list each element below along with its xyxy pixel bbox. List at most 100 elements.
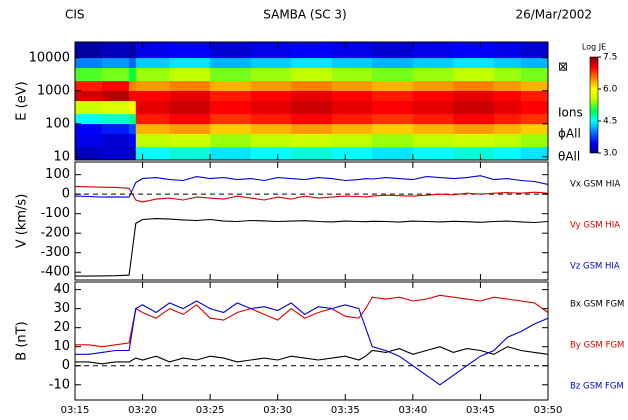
heatmap-cell (169, 100, 211, 115)
heatmap-cell (135, 67, 170, 82)
y-tick-label: 0 (62, 187, 70, 202)
y-tick-label: 10000 (29, 50, 70, 65)
heatmap-cell (291, 57, 333, 68)
heatmap-cell (372, 133, 414, 148)
heatmap-cell (75, 113, 103, 125)
heatmap-cell (493, 146, 522, 161)
heatmap-cell (291, 80, 333, 92)
colorbar-tick-label: 6.0 (603, 85, 618, 95)
heatmap-cell (453, 146, 495, 161)
heatmap-cell (169, 57, 211, 68)
heatmap-cell (331, 42, 373, 59)
heatmap-cell (372, 90, 414, 102)
heatmap-cell (520, 67, 549, 82)
heatmap-cell (75, 133, 103, 148)
heatmap-cell (291, 67, 333, 82)
series-line (74, 175, 549, 198)
heatmap-cell (129, 133, 137, 148)
heatmap-cell (210, 67, 251, 82)
heatmap-cell (129, 113, 137, 125)
heatmap-cell (493, 123, 522, 135)
heatmap-cell (135, 80, 170, 92)
y-tick-label: -10 (49, 377, 70, 392)
legend-label: Bx GSM FGM (570, 300, 624, 310)
heatmap-cell (169, 123, 211, 135)
heatmap-cell (75, 100, 103, 115)
heatmap-cell (453, 100, 495, 115)
heatmap-cell (102, 57, 130, 68)
heatmap-cell (210, 80, 251, 92)
side-label: Ions (558, 106, 583, 120)
heatmap-cell (210, 90, 251, 102)
y-tick-label: 20 (53, 320, 70, 335)
heatmap-cell (331, 113, 373, 125)
y-tick-label: 30 (53, 301, 70, 316)
colorbar-tick-label: 4.5 (603, 117, 617, 127)
heatmap-cell (520, 133, 549, 148)
panel-frame (74, 161, 549, 281)
heatmap-cell (520, 113, 549, 125)
legend-label: Vx GSM HIA (570, 180, 620, 190)
heatmap-cell (129, 123, 137, 135)
panel-frame (74, 41, 549, 161)
heatmap-cell (331, 90, 373, 102)
heatmap-cell (75, 67, 103, 82)
heatmap-cell (250, 57, 292, 68)
heatmap-cell (210, 123, 251, 135)
heatmap-cell (520, 57, 549, 68)
heatmap-cell (129, 146, 137, 161)
heatmap-cell (75, 146, 103, 161)
heatmap-cell (169, 80, 211, 92)
heatmap-cell (102, 80, 130, 92)
heatmap-cell (331, 146, 373, 161)
heatmap-cell (129, 80, 137, 92)
x-tick-label: 03:40 (398, 405, 427, 416)
heatmap-cell (493, 80, 522, 92)
heatmap-cell (135, 113, 170, 125)
heatmap-cell (135, 90, 170, 102)
heatmap-cell (331, 80, 373, 92)
heatmap-cell (493, 100, 522, 115)
heatmap-cell (372, 80, 414, 92)
y-tick-label: -100 (40, 206, 70, 221)
heatmap-cell (135, 100, 170, 115)
heatmap-cell (412, 67, 454, 82)
heatmap-cell (372, 100, 414, 115)
heatmap-cell (520, 90, 549, 102)
heatmap-cell (250, 146, 292, 161)
heatmap-cell (412, 90, 454, 102)
panel-frame (74, 281, 549, 401)
x-tick-label: 03:35 (331, 405, 360, 416)
heatmap-cell (210, 146, 251, 161)
heatmap-cell (520, 100, 549, 115)
header-center: SAMBA (SC 3) (263, 8, 346, 22)
heatmap-cell (250, 133, 292, 148)
heatmap-cell (129, 100, 137, 115)
heatmap-cell (331, 57, 373, 68)
y-tick-label: 0 (62, 358, 70, 373)
heatmap-cell (372, 123, 414, 135)
series-line (75, 300, 549, 386)
heatmap-cell (453, 123, 495, 135)
heatmap-cell (210, 133, 251, 148)
heatmap-cell (75, 90, 103, 102)
side-label: ⊠ (558, 60, 568, 74)
heatmap-cell (453, 133, 495, 148)
heatmap-cell (412, 100, 454, 115)
heatmap-cell (331, 123, 373, 135)
colorbar-title: Log JE (582, 43, 606, 52)
heatmap-cell (129, 57, 137, 68)
heatmap-cell (291, 113, 333, 125)
heatmap-cell (102, 42, 130, 59)
heatmap-cell (331, 133, 373, 148)
side-label: θAll (558, 150, 580, 164)
heatmap-cell (291, 146, 333, 161)
heatmap-cell (493, 90, 522, 102)
heatmap-cell (169, 146, 211, 161)
heatmap-cell (493, 67, 522, 82)
y-axis-label: B (nT) (15, 321, 30, 360)
heatmap-cell (250, 90, 292, 102)
heatmap-cell (412, 80, 454, 92)
heatmap-cell (453, 67, 495, 82)
heatmap-cell (412, 123, 454, 135)
